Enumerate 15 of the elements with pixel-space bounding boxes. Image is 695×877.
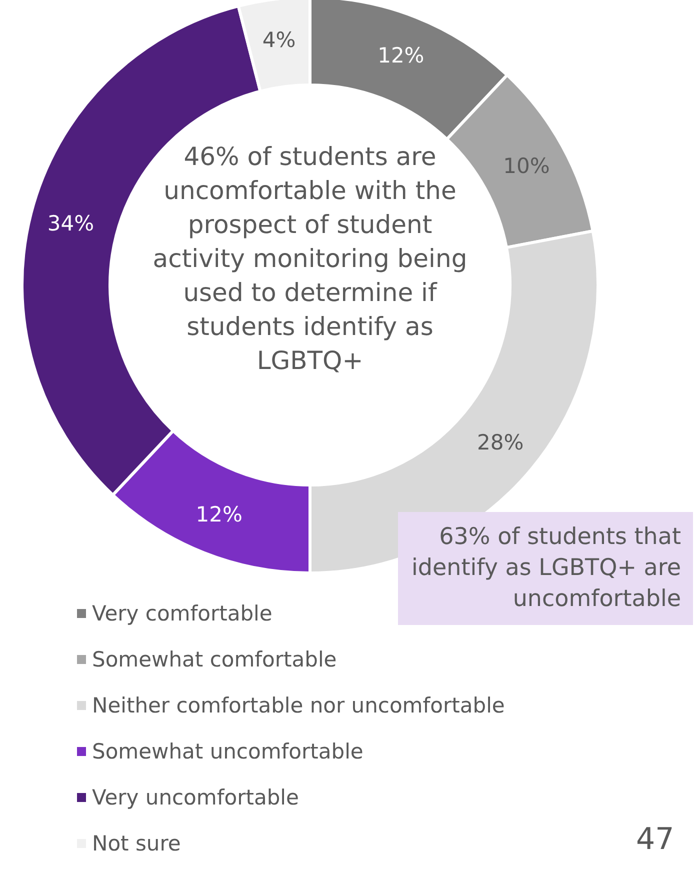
data-label: 28% [476,430,524,454]
legend-label: Somewhat comfortable [92,648,337,672]
legend-label: Somewhat uncomfortable [92,740,364,764]
data-label: 12% [378,43,424,68]
text: 47 [636,822,674,857]
data-label: 4% [262,28,296,52]
legend-label: Very uncomfortable [92,786,299,810]
data-label: 34% [47,212,94,236]
data-label: 10% [503,154,550,178]
legend-label: Very comfortable [92,602,272,626]
legend-label: Neither comfortable nor uncomfortable [92,694,505,718]
legend-label: Not sure [92,832,181,856]
text: 63% of students that identify as LGBTQ+ are uncomfortable [398,512,693,625]
text: 46% of students are uncomfortable with the prospect of student activity monitoring being used to determine if students identify as LGBTQ+ [152,141,468,377]
data-label: 12% [196,502,242,527]
